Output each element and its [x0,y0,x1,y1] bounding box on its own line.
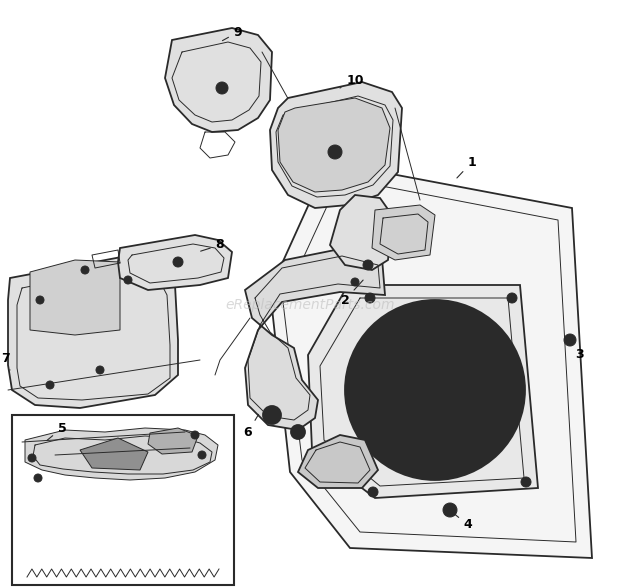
Text: 10: 10 [340,74,364,88]
Text: eReplacementParts.com: eReplacementParts.com [225,298,395,312]
Circle shape [126,279,130,282]
Circle shape [193,433,197,436]
Circle shape [38,299,42,302]
Circle shape [510,296,514,300]
Circle shape [564,334,576,346]
Text: 2: 2 [340,280,363,306]
Polygon shape [165,28,272,132]
Polygon shape [118,235,232,290]
Circle shape [371,490,375,494]
Circle shape [48,383,51,386]
Text: 1: 1 [457,155,476,178]
Text: 6: 6 [244,415,259,439]
Polygon shape [8,252,178,408]
Circle shape [84,269,87,272]
Circle shape [351,278,359,286]
Circle shape [521,477,531,487]
Circle shape [28,454,36,462]
Circle shape [368,487,378,497]
Circle shape [524,480,528,484]
Circle shape [36,296,44,304]
Circle shape [332,149,337,155]
Circle shape [34,474,42,482]
Polygon shape [298,435,378,488]
Circle shape [200,453,203,456]
Circle shape [380,335,490,445]
Polygon shape [308,285,538,498]
Circle shape [46,381,54,389]
Polygon shape [270,162,592,558]
Circle shape [368,296,372,300]
Circle shape [269,412,275,418]
Polygon shape [30,260,120,335]
Circle shape [124,276,132,284]
Circle shape [345,300,525,480]
Polygon shape [25,428,218,480]
Bar [12,415,234,585]
Polygon shape [148,428,198,454]
Circle shape [363,260,373,270]
Circle shape [96,366,104,374]
Circle shape [173,257,183,267]
Text: 4: 4 [454,514,472,532]
Circle shape [263,406,281,424]
Circle shape [37,476,40,479]
Polygon shape [330,195,392,270]
Text: 8: 8 [201,239,224,252]
Text: 7: 7 [1,352,10,370]
Circle shape [216,82,228,94]
Polygon shape [80,438,148,470]
Polygon shape [245,248,385,430]
Circle shape [366,263,370,267]
Circle shape [291,425,305,439]
Circle shape [365,293,375,303]
Circle shape [99,369,102,372]
Text: 5: 5 [47,422,66,440]
Circle shape [507,293,517,303]
Polygon shape [372,205,435,260]
Text: 3: 3 [570,344,584,362]
Text: 9: 9 [223,25,242,41]
Circle shape [30,456,33,459]
Circle shape [448,507,453,513]
Circle shape [176,260,180,264]
Circle shape [198,451,206,459]
Circle shape [296,429,301,435]
Circle shape [328,145,342,159]
Polygon shape [270,82,402,208]
Circle shape [443,503,457,517]
Polygon shape [278,98,390,192]
Circle shape [363,318,507,462]
Circle shape [220,86,224,90]
Circle shape [81,266,89,274]
Circle shape [191,431,199,439]
